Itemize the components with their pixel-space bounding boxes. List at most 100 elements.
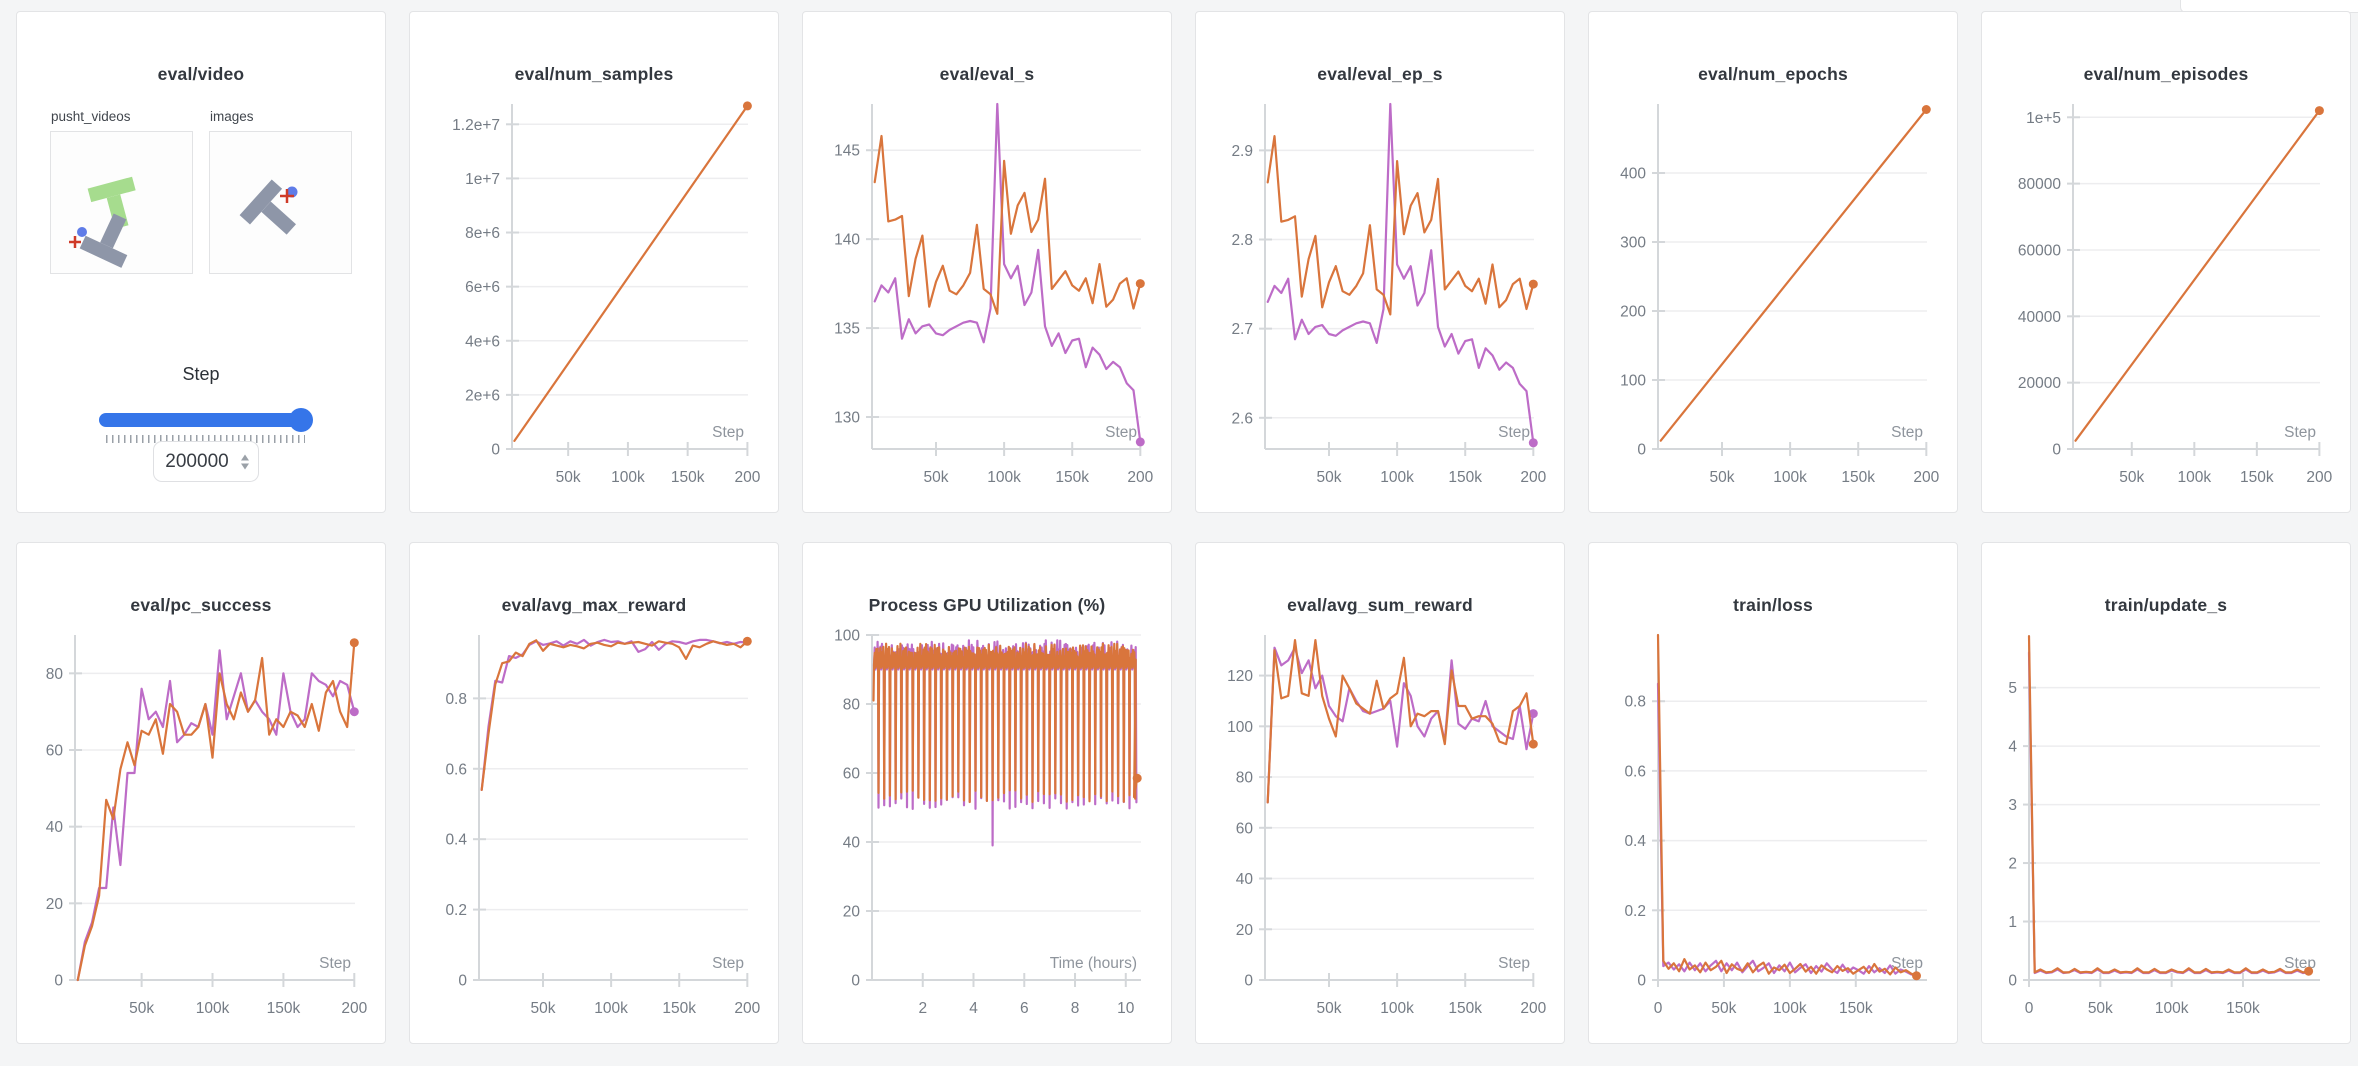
chart-eval-num-episodes[interactable]: 0 20000 40000 60000 80000 1e+5 50k 100k 150k 200 S… bbox=[1982, 12, 2350, 512]
chart-eval-avg-max-reward[interactable]: 0 0.2 0.4 0.6 0.8 50k 100k 150k 200 Step bbox=[410, 543, 778, 1043]
increment-icon[interactable] bbox=[241, 454, 249, 460]
svg-text:200: 200 bbox=[1520, 1000, 1546, 1017]
chart-train-loss[interactable]: 0 0.2 0.4 0.6 0.8 0 50k 100k 150k Step bbox=[1589, 543, 1957, 1043]
chart-eval-pc-success[interactable]: 0 20 40 60 80 50k 100k 150k 200 Step bbox=[17, 543, 385, 1043]
svg-text:50k: 50k bbox=[2088, 1000, 2113, 1017]
chart-eval-eval-ep-s[interactable]: 2.6 2.7 2.8 2.9 50k 100k 150k 200 Step bbox=[1196, 12, 1564, 512]
panel-title: eval/num_episodes bbox=[2083, 64, 2249, 84]
images-thumbnail[interactable] bbox=[209, 131, 352, 274]
svg-text:150k: 150k bbox=[662, 1000, 696, 1017]
svg-text:1.2e+7: 1.2e+7 bbox=[452, 117, 500, 134]
panel-eval-num-episodes: eval/num_episodes 0 20000 40000 60000 80000 1… bbox=[1981, 11, 2351, 513]
panel-eval-pc-success: eval/pc_success 0 20 40 60 80 50k 100k 150k 200 S… bbox=[16, 542, 386, 1044]
svg-text:2.6: 2.6 bbox=[1231, 410, 1253, 427]
svg-text:50k: 50k bbox=[1317, 469, 1342, 486]
svg-text:100: 100 bbox=[834, 628, 860, 645]
pusht-video-thumbnail[interactable] bbox=[50, 131, 193, 274]
media-item-images[interactable]: images bbox=[209, 109, 352, 274]
panel-eval-num-samples: eval/num_samples 0 2e+6 4e+6 6e+6 8e+6 1e+7 1.… bbox=[409, 11, 779, 513]
svg-text:Step: Step bbox=[2284, 424, 2316, 441]
slider-track[interactable] bbox=[99, 413, 309, 427]
end-dot-purple bbox=[1528, 709, 1538, 719]
end-dot-orange bbox=[742, 101, 752, 111]
svg-text:0: 0 bbox=[1654, 1000, 1663, 1017]
slider-ruler bbox=[106, 435, 305, 443]
svg-text:100k: 100k bbox=[2155, 1000, 2189, 1017]
svg-text:120: 120 bbox=[1227, 668, 1253, 685]
svg-text:40: 40 bbox=[843, 835, 861, 852]
svg-text:20: 20 bbox=[843, 904, 861, 921]
series-line-purple bbox=[1656, 682, 1918, 977]
panel-title: eval/pc_success bbox=[130, 595, 272, 615]
svg-text:100k: 100k bbox=[196, 1000, 230, 1017]
svg-text:200: 200 bbox=[2306, 469, 2332, 486]
panel-eval-num-epochs: eval/num_epochs 0 100 200 300 400 50k 100k 150k… bbox=[1588, 11, 1958, 513]
svg-text:4: 4 bbox=[2008, 739, 2017, 756]
svg-text:60: 60 bbox=[46, 743, 64, 760]
svg-text:150k: 150k bbox=[1055, 469, 1089, 486]
step-number-input[interactable] bbox=[153, 441, 259, 482]
series-line-orange bbox=[1659, 108, 1928, 442]
svg-text:0: 0 bbox=[2052, 442, 2061, 459]
decrement-icon[interactable] bbox=[241, 463, 249, 469]
svg-text:80: 80 bbox=[843, 697, 861, 714]
chart-eval-eval-s[interactable]: 130 135 140 145 50k 100k 150k 200 Step bbox=[803, 12, 1171, 512]
svg-text:200: 200 bbox=[734, 1000, 760, 1017]
svg-text:2.8: 2.8 bbox=[1231, 232, 1253, 249]
svg-text:60000: 60000 bbox=[2018, 242, 2061, 259]
media-item-pusht-videos[interactable]: pusht_videos bbox=[50, 109, 193, 274]
svg-text:2e+6: 2e+6 bbox=[465, 387, 500, 404]
stepper-arrows[interactable] bbox=[241, 454, 249, 469]
panel-train-loss: train/loss 0 0.2 0.4 0.6 0.8 0 50k 100k 150k Step bbox=[1588, 542, 1958, 1044]
series-line-purple bbox=[76, 649, 356, 982]
gray-t-shape bbox=[239, 179, 297, 235]
media-label: images bbox=[210, 109, 254, 124]
svg-text:135: 135 bbox=[834, 321, 860, 338]
chart-eval-avg-sum-reward[interactable]: 0 20 40 60 80 100 120 50k 100k 150k 200 Step bbox=[1196, 543, 1564, 1043]
panel-title: train/loss bbox=[1733, 595, 1813, 615]
svg-text:50k: 50k bbox=[1317, 1000, 1342, 1017]
svg-text:0.6: 0.6 bbox=[1624, 763, 1646, 780]
svg-text:20: 20 bbox=[46, 896, 64, 913]
svg-text:50k: 50k bbox=[2119, 469, 2144, 486]
step-slider-label: Step bbox=[182, 364, 220, 384]
step-slider[interactable] bbox=[99, 408, 313, 443]
svg-text:40: 40 bbox=[46, 819, 64, 836]
svg-text:2: 2 bbox=[2008, 856, 2017, 873]
svg-text:100k: 100k bbox=[1773, 469, 1807, 486]
svg-text:Step: Step bbox=[1498, 424, 1530, 441]
panel-eval-video: eval/video pusht_videos images bbox=[16, 11, 386, 513]
target-cross-icon bbox=[280, 189, 294, 203]
svg-text:4: 4 bbox=[969, 1000, 978, 1017]
svg-text:Step: Step bbox=[1498, 955, 1530, 972]
svg-text:0.4: 0.4 bbox=[1624, 833, 1646, 850]
svg-text:8e+6: 8e+6 bbox=[465, 225, 500, 242]
svg-text:200: 200 bbox=[1620, 304, 1646, 321]
chart-eval-num-samples[interactable]: 0 2e+6 4e+6 6e+6 8e+6 1e+7 1.2e+7 50k 100k 150k 20… bbox=[410, 12, 778, 512]
chart-eval-num-epochs[interactable]: 0 100 200 300 400 50k 100k 150k 200 Step bbox=[1589, 12, 1957, 512]
chart-process-gpu-utilization[interactable]: 0 20 40 60 80 100 2 4 6 8 10 Time (hours) bbox=[803, 543, 1171, 1043]
panel-title: eval/avg_max_reward bbox=[501, 595, 687, 615]
panel-title: eval/num_epochs bbox=[1698, 64, 1848, 84]
svg-text:100k: 100k bbox=[1380, 469, 1414, 486]
end-dot-orange bbox=[742, 636, 752, 646]
slider-knob[interactable] bbox=[289, 408, 313, 432]
svg-text:150k: 150k bbox=[1448, 1000, 1482, 1017]
svg-text:4e+6: 4e+6 bbox=[465, 333, 500, 350]
svg-text:145: 145 bbox=[834, 143, 860, 160]
panel-title: eval/num_samples bbox=[514, 64, 674, 84]
target-cross-icon bbox=[69, 236, 81, 248]
svg-text:Step: Step bbox=[712, 955, 744, 972]
svg-text:20000: 20000 bbox=[2018, 375, 2061, 392]
series-line-orange bbox=[1266, 638, 1535, 804]
panel-title: eval/avg_sum_reward bbox=[1287, 595, 1473, 615]
svg-text:2.7: 2.7 bbox=[1231, 321, 1253, 338]
series-line-orange bbox=[872, 642, 1139, 804]
series-line-orange bbox=[2074, 109, 2321, 442]
svg-text:150k: 150k bbox=[1839, 1000, 1873, 1017]
end-dot-orange bbox=[1528, 739, 1538, 749]
svg-text:200: 200 bbox=[734, 469, 760, 486]
panel-title: eval/eval_s bbox=[939, 64, 1035, 84]
svg-text:80: 80 bbox=[1236, 770, 1254, 787]
